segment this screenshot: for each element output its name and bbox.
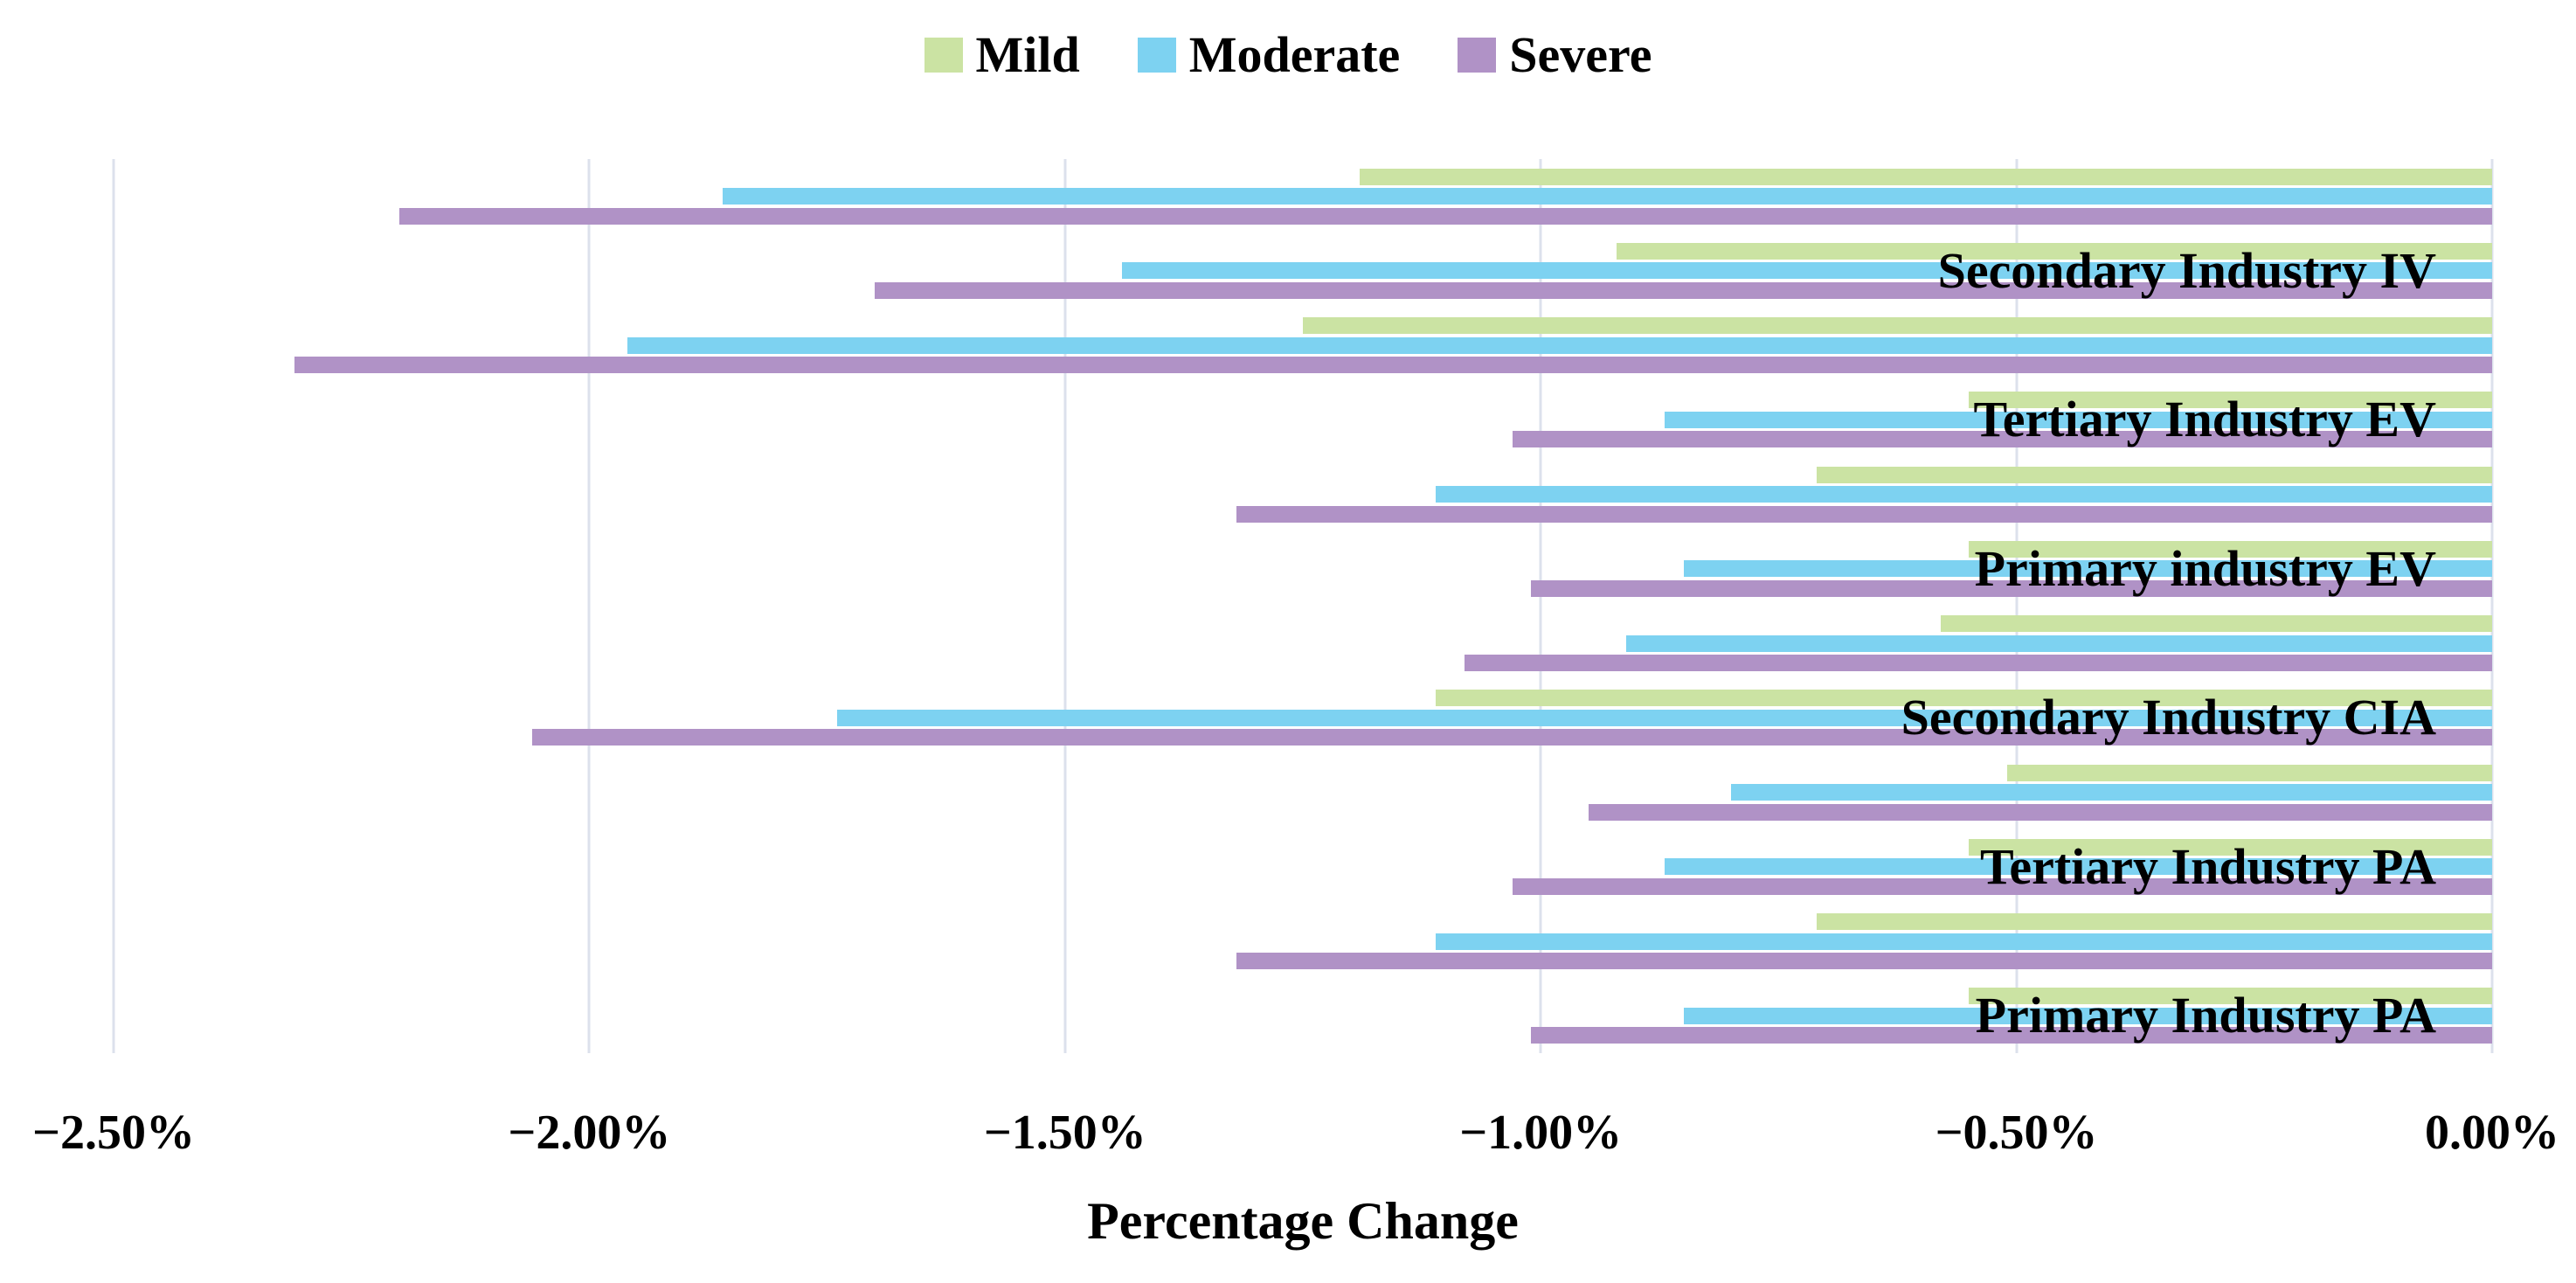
bar-severe [294,357,2492,373]
bar-moderate [1664,411,2492,428]
bar-moderate [1664,858,2492,876]
bar-mild [1940,615,2492,632]
category-label: Secondary Industry CIA [1901,689,2436,746]
legend-item-moderate: Moderate [1137,26,1401,83]
bar-moderate [1683,1007,2492,1024]
x-axis-tick-label: −2.50% [32,1106,195,1160]
bar-mild [1816,913,2492,930]
gridline [1063,159,1067,1053]
category-label: Primary industry EV [1974,539,2436,597]
bar-mild [1360,168,2492,185]
bar-mild [1436,690,2492,707]
legend-label-severe: Severe [1509,26,1652,83]
legend-swatch-mild [924,38,963,73]
legend-item-mild: Mild [924,30,1080,80]
bar-mild [2006,764,2492,781]
bar-severe [875,281,2492,299]
bar-severe [1531,1027,2492,1044]
legend-swatch-severe [1458,38,1497,73]
bar-severe [1236,505,2492,523]
x-axis-tick-label: −2.00% [508,1106,671,1160]
category-label: Primary Industry PA [1975,987,2436,1044]
legend: Mild Moderate Severe [0,30,2576,80]
gridline [587,159,591,1053]
bar-moderate [1436,933,2492,950]
bar-mild [1969,540,2492,558]
x-axis-tick-label: −1.50% [983,1106,1146,1160]
bar-moderate [1683,560,2492,578]
legend-label-mild: Mild [975,26,1080,83]
bar-severe [1512,877,2492,895]
bar-mild [1617,242,2492,260]
bar-mild [1303,317,2492,334]
gridline [112,159,115,1053]
bar-moderate [1436,486,2492,503]
legend-item-severe: Severe [1458,30,1652,80]
category-label: Tertiary Industry EV [1973,391,2436,448]
bar-mild [1969,392,2492,409]
bar-moderate [627,336,2492,354]
x-axis-tick-label: −0.50% [1935,1106,2098,1160]
bar-moderate [1626,635,2492,652]
bar-mild [1969,988,2492,1005]
bar-severe [1236,953,2492,969]
category-label: Tertiary Industry PA [1980,837,2436,895]
x-axis-tick-label: −1.00% [1459,1106,1623,1160]
gridline [2015,159,2019,1053]
bar-severe [1531,579,2492,597]
bar-mild [1816,466,2492,483]
x-axis-title: Percentage Change [1087,1192,1519,1250]
bar-severe [398,207,2492,225]
gridline [1539,159,1542,1053]
bar-severe [1512,431,2492,448]
bar-moderate [722,188,2492,205]
x-axis-tick-label: 0.00% [2425,1106,2559,1160]
category-label: Secondary Industry IV [1937,241,2436,299]
bar-moderate [836,709,2492,726]
bar-mild [1969,838,2492,856]
bar-severe [1465,655,2492,671]
legend-swatch-moderate [1137,38,1176,73]
bar-severe [1588,803,2492,821]
bar-moderate [1730,784,2492,801]
plot-area: Secondary Industry IV Tertiary Industry E… [112,159,2494,1053]
bar-moderate [1122,262,2492,280]
bar-severe [532,729,2492,746]
legend-label-moderate: Moderate [1188,26,1401,83]
gridline [2490,159,2494,1053]
